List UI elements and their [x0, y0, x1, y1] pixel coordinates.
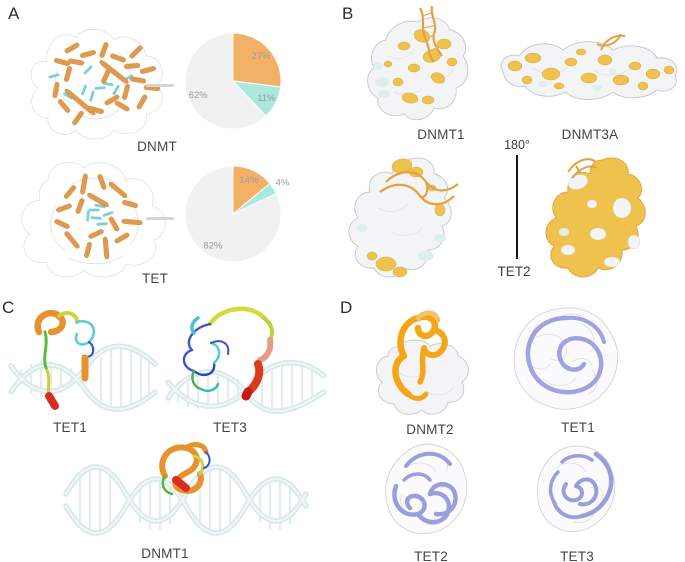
panel-a-letter: A: [8, 4, 20, 23]
tet-ribbon-render: [21, 161, 166, 278]
pie-chart-dnmt: 27% 11% 62%: [184, 32, 282, 130]
panel-b-letter: B: [342, 4, 354, 23]
pie-chart-tet: 14% 4% 82%: [184, 165, 290, 263]
label-tet1-d: TET1: [561, 420, 595, 435]
dnmt-ribbon-render: [30, 28, 163, 140]
tet1-worm-render: [8, 309, 158, 412]
dnmt2-surface-render: [375, 310, 469, 415]
label-tet3-c: TET3: [213, 420, 247, 435]
tet2-mesh-render: [385, 443, 468, 535]
label-rotation-angle: 180°: [504, 138, 530, 152]
tet3-worm-render: [165, 306, 327, 414]
label-tet2-b: TET2: [497, 264, 531, 279]
label-dnmt3a: DNMT3A: [561, 127, 619, 142]
pie-slice: [232, 32, 282, 88]
pie-slice-label: 82%: [203, 241, 223, 252]
label-tet1-c: TET1: [53, 420, 87, 435]
label-tet2-d: TET2: [414, 549, 448, 562]
tet3-mesh-render: [537, 445, 616, 533]
label-tet-group: TET: [141, 271, 169, 286]
pie-slice-label: 14%: [239, 175, 259, 186]
tet2-front-surface-render: [348, 157, 459, 278]
pie-slice: [184, 32, 267, 130]
tet2-rotated-surface-render: [545, 157, 646, 278]
pie-slice-label: 4%: [276, 178, 290, 189]
tet1-mesh-render: [513, 307, 619, 410]
pie-slice-label: 62%: [189, 90, 209, 101]
label-tet3-d: TET3: [560, 549, 594, 562]
label-dnmt1-c: DNMT1: [141, 546, 189, 561]
dnmt1-surface-render: [367, 6, 469, 121]
label-dnmt-group: DNMT: [137, 139, 177, 154]
rotation-axis-line: [516, 155, 518, 259]
panel-d-letter: D: [340, 298, 353, 317]
connector-line: [146, 84, 174, 87]
dnmt1-worm-render: [63, 442, 309, 536]
dnmt3a-surface-render: [500, 33, 678, 100]
label-dnmt1-b: DNMT1: [417, 127, 465, 142]
pie-slice-label: 11%: [257, 93, 276, 104]
connector-line: [146, 217, 174, 220]
panel-c-letter: C: [2, 298, 15, 317]
pie-slice-label: 27%: [252, 51, 272, 62]
pie-slice: [184, 165, 282, 263]
label-dnmt2: DNMT2: [406, 422, 454, 437]
